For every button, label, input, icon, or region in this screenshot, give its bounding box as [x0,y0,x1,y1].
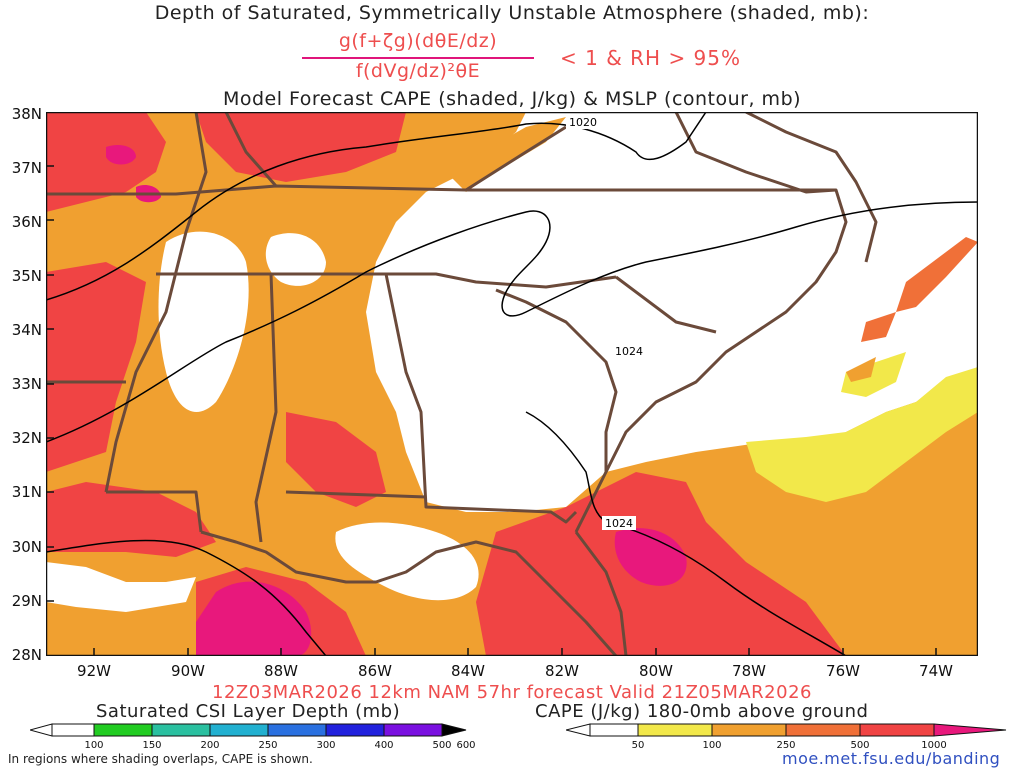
lat-label-30n: 30N [11,538,42,556]
cape-max-atlantic [614,528,687,586]
isobar-labels: 1020 1024 1024 [566,115,646,530]
csi-colorbar: 100 150 200 250 300 400 500 600 [30,723,476,751]
csi-tick-250: 250 [258,740,277,751]
clear-area-southwest [46,562,196,612]
formula-denominator: f(dVg/dz)²θE [355,60,481,82]
csi-tick-600: 600 [456,740,475,751]
valid-time-line: 12Z03MAR2026 12km NAM 57hr forecast Vali… [212,682,812,703]
lon-label-76w: 76W [826,662,860,680]
cape-max-gulf [196,581,312,656]
clear-area-1 [158,231,249,412]
cape-tick-500: 500 [850,740,869,751]
lat-label-29n: 29N [11,592,42,610]
lon-label-86w: 86W [358,662,392,680]
lon-label-90w: 90W [171,662,205,680]
overlap-note: In regions where shading overlaps, CAPE … [8,752,313,766]
isobar-label-1024-coast: 1024 [605,517,633,530]
formula-condition: < 1 & RH > 95% [560,46,742,70]
title-line-1: Depth of Saturated, Symmetrically Unstab… [154,2,870,24]
lon-label-80w: 80W [639,662,673,680]
cape-colorbar-label: CAPE (J/kg) 180-0mb above ground [535,701,869,722]
csi-tick-100: 100 [84,740,103,751]
cape-tick-1000: 1000 [921,740,946,751]
title-line-3: Model Forecast CAPE (shaded, J/kg) & MSL… [222,88,802,110]
lat-label-35n: 35N [11,267,42,285]
lat-label-38n: 38N [11,105,42,123]
cape-tick-250: 250 [776,740,795,751]
csi-colorbar-label: Saturated CSI Layer Depth (mb) [96,701,401,722]
lon-label-74w: 74W [919,662,953,680]
lat-label-33n: 33N [11,375,42,393]
csi-tick-200: 200 [200,740,219,751]
cape-shading [46,112,978,656]
cape-tick-50: 50 [632,740,645,751]
forecast-map: 1020 1024 1024 [45,110,979,657]
formula-numerator: g(f+ζg)(dθE/dz) [338,30,498,52]
lat-label-37n: 37N [11,159,42,177]
lat-label-34n: 34N [11,321,42,339]
cape-core-north [46,112,166,212]
state-borders [46,110,878,657]
csi-tick-400: 400 [374,740,393,751]
lat-label-31n: 31N [11,483,42,501]
lon-label-88w: 88W [264,662,298,680]
fraction-bar [302,57,534,59]
lon-label-84w: 84W [451,662,485,680]
lat-label-28n: 28N [11,646,42,664]
lat-label-36n: 36N [11,213,42,231]
map-canvas: 1020 1024 1024 [45,110,979,657]
cape-fringe-yellow [746,367,978,502]
lon-label-82w: 82W [545,662,579,680]
clear-area-gulf [335,522,479,601]
lon-label-78w: 78W [732,662,766,680]
source-url-link[interactable]: moe.met.fsu.edu/banding [782,749,1001,768]
csi-tick-300: 300 [316,740,335,751]
map-ticks [46,165,937,656]
lat-label-32n: 32N [11,429,42,447]
lon-label-92w: 92W [77,662,111,680]
cape-tick-100: 100 [702,740,721,751]
cape-colorbar: 50 100 250 500 1000 [566,723,1007,751]
isobar-label-1020: 1020 [569,116,597,129]
csi-tick-500: 500 [432,740,451,751]
csi-tick-150: 150 [142,740,161,751]
isobar-label-1024-inland: 1024 [615,345,643,358]
